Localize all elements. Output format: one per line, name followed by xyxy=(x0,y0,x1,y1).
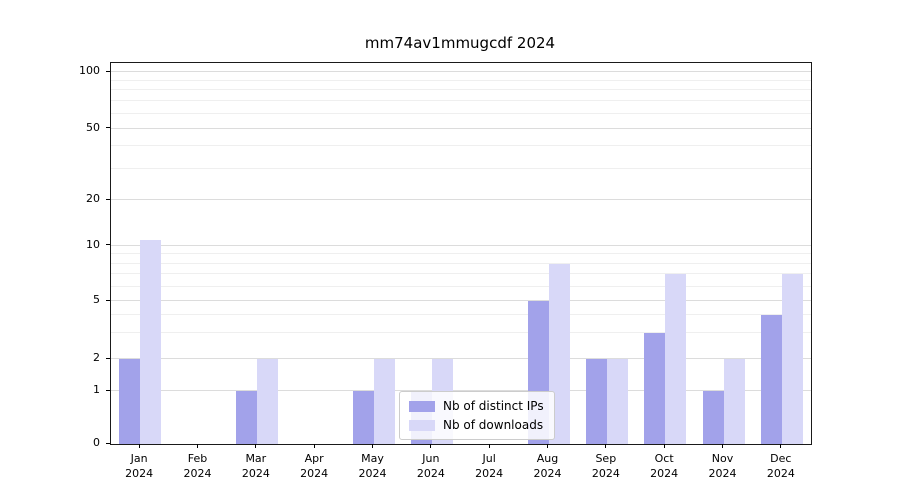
gridline-30 xyxy=(111,167,811,169)
bar-distinct-ips-3 xyxy=(235,391,257,444)
x-tick-mark-11 xyxy=(722,444,723,448)
legend-label-downloads: Nb of downloads xyxy=(443,418,544,432)
x-tick-label-5: May 2024 xyxy=(358,452,387,480)
x-tick-label-6: Jun 2024 xyxy=(416,452,445,480)
y-tick-mark-100 xyxy=(106,70,110,72)
x-tick-mark-10 xyxy=(663,444,665,448)
x-tick-mark-5 xyxy=(372,444,373,448)
gridline-3 xyxy=(111,332,811,334)
y-tick-mark-1 xyxy=(106,389,110,391)
bar-downloads-5 xyxy=(373,359,395,444)
y-tick-label-20: 20 xyxy=(86,192,100,206)
gridline-100 xyxy=(111,71,811,73)
bar-distinct-ips-10 xyxy=(644,333,666,444)
legend-row-1: Nb of distinct IPs xyxy=(409,399,544,413)
bar-distinct-ips-12 xyxy=(760,315,782,444)
y-tick-label-0: 0 xyxy=(93,436,100,449)
legend-swatch-downloads xyxy=(409,419,435,431)
gridline-60 xyxy=(111,112,811,114)
y-tick-label-2: 2 xyxy=(93,351,100,365)
y-tick-mark-50 xyxy=(106,127,110,129)
gridline-40 xyxy=(111,145,811,147)
x-tick-mark-12 xyxy=(780,444,782,448)
x-tick-label-11: Nov 2024 xyxy=(708,452,737,480)
x-tick-label-9: Sep 2024 xyxy=(591,452,620,480)
x-tick-mark-4 xyxy=(313,444,315,448)
y-tick-mark-10 xyxy=(106,244,110,246)
y-tick-mark-2 xyxy=(106,357,110,359)
x-tick-label-7: Jul 2024 xyxy=(475,452,504,480)
gridline-2 xyxy=(111,358,811,360)
x-tick-mark-2 xyxy=(197,444,198,448)
y-tick-label-1: 1 xyxy=(93,383,100,397)
bar-downloads-11 xyxy=(723,359,745,444)
plot-area: Nb of distinct IPs Nb of downloads xyxy=(110,62,812,445)
bar-downloads-3 xyxy=(256,359,278,444)
gridline-9 xyxy=(111,253,811,255)
x-tick-mark-1 xyxy=(138,444,140,448)
x-tick-label-10: Oct 2024 xyxy=(650,452,679,480)
gridline-7 xyxy=(111,273,811,275)
legend-swatch-distinct-ips xyxy=(409,400,435,412)
bar-downloads-1 xyxy=(140,239,162,444)
gridline-80 xyxy=(111,89,811,91)
x-tick-label-8: Aug 2024 xyxy=(533,452,562,480)
x-tick-mark-7 xyxy=(488,444,490,448)
gridline-8 xyxy=(111,262,811,264)
gridline-1 xyxy=(111,390,811,392)
x-tick-mark-3 xyxy=(255,444,257,448)
x-tick-label-3: Mar 2024 xyxy=(241,452,270,480)
y-tick-label-100: 100 xyxy=(79,64,100,78)
legend-row-2: Nb of downloads xyxy=(409,418,544,432)
x-tick-mark-8 xyxy=(547,444,548,448)
gridline-20 xyxy=(111,199,811,201)
legend: Nb of distinct IPs Nb of downloads xyxy=(399,391,555,440)
y-tick-mark-20 xyxy=(106,198,110,200)
x-tick-label-4: Apr 2024 xyxy=(300,452,329,480)
bar-distinct-ips-9 xyxy=(585,359,607,444)
gridline-90 xyxy=(111,79,811,81)
legend-label-distinct-ips: Nb of distinct IPs xyxy=(443,399,544,413)
y-tick-label-5: 5 xyxy=(93,293,100,307)
y-tick-label-50: 50 xyxy=(86,120,100,134)
gridline-5 xyxy=(111,300,811,302)
bar-downloads-12 xyxy=(781,274,803,444)
bar-downloads-10 xyxy=(665,274,687,444)
gridline-6 xyxy=(111,285,811,287)
x-tick-mark-9 xyxy=(605,444,607,448)
bar-downloads-9 xyxy=(606,359,628,444)
x-tick-label-12: Dec 2024 xyxy=(766,452,795,480)
x-tick-mark-6 xyxy=(430,444,432,448)
y-tick-mark-5 xyxy=(106,299,110,301)
gridline-50 xyxy=(111,127,811,129)
chart-title: mm74av1mmugcdf 2024 xyxy=(364,34,556,52)
gridline-10 xyxy=(111,244,811,246)
gridline-4 xyxy=(111,314,811,316)
x-tick-label-2: Feb 2024 xyxy=(183,452,212,480)
bar-distinct-ips-11 xyxy=(702,391,724,444)
bar-distinct-ips-1 xyxy=(119,359,141,444)
y-tick-mark-0 xyxy=(106,442,110,444)
bar-distinct-ips-5 xyxy=(352,391,374,444)
gridline-70 xyxy=(111,100,811,102)
x-tick-label-1: Jan 2024 xyxy=(125,452,154,480)
y-tick-label-10: 10 xyxy=(86,237,100,251)
